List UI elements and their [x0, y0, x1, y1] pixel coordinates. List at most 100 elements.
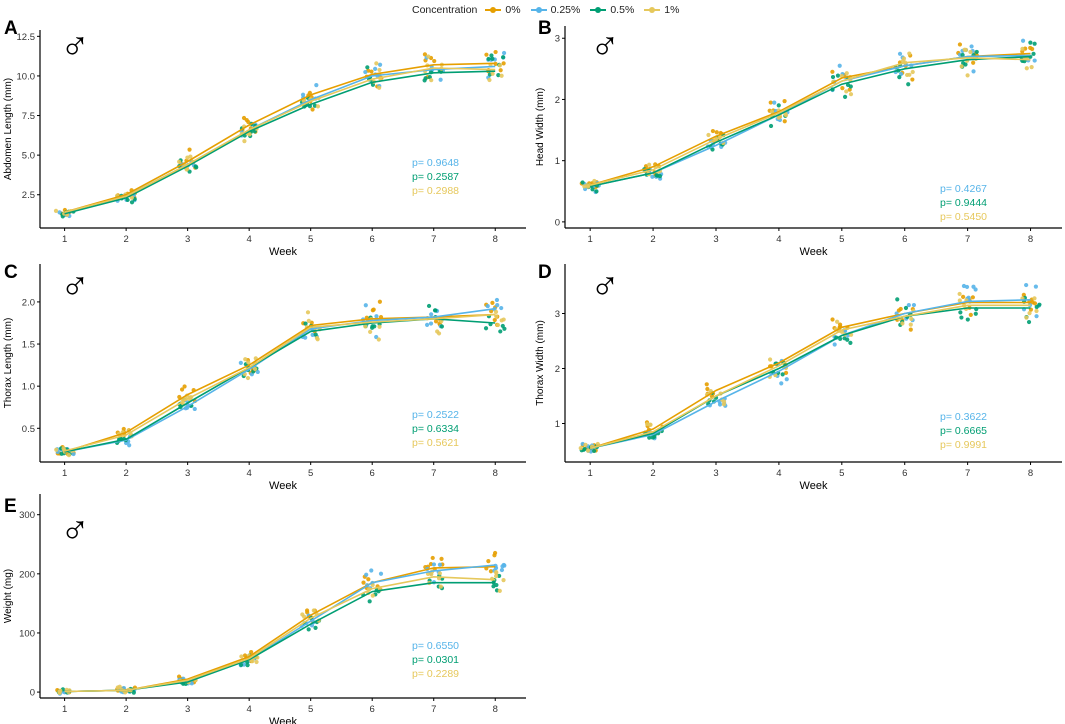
data-point	[844, 71, 849, 76]
y-tick-label: 2.5	[22, 190, 35, 201]
data-point	[71, 451, 76, 457]
data-point	[422, 52, 428, 57]
data-point	[906, 82, 911, 87]
data-point	[645, 421, 650, 427]
y-tick-label: 0	[555, 217, 560, 228]
data-point	[493, 574, 499, 579]
y-tick-label: 2	[555, 364, 560, 375]
data-point	[958, 310, 963, 315]
x-tick-label: 5	[308, 704, 313, 715]
data-point	[1032, 301, 1038, 306]
x-axis-label: Week	[269, 246, 297, 258]
data-point	[57, 210, 62, 215]
data-point	[592, 448, 597, 454]
data-point	[842, 94, 848, 99]
x-tick-label: 7	[965, 468, 970, 479]
data-point	[957, 291, 962, 297]
data-point	[835, 73, 841, 78]
data-point	[830, 317, 835, 322]
data-point	[370, 324, 375, 329]
series-line-1pct	[64, 67, 496, 213]
data-point	[784, 377, 789, 382]
y-tick-label: 10.0	[17, 71, 36, 82]
data-point	[498, 329, 503, 334]
x-tick-label: 3	[713, 468, 718, 479]
data-point	[848, 84, 853, 89]
data-point	[498, 68, 503, 73]
data-point	[306, 627, 311, 632]
data-point	[910, 69, 915, 75]
data-point	[768, 123, 774, 129]
data-point	[311, 608, 316, 613]
data-point	[239, 662, 244, 667]
data-point	[483, 326, 489, 331]
data-point	[492, 317, 497, 323]
data-point	[363, 303, 368, 308]
data-point	[497, 588, 502, 594]
series-line-0pct	[64, 62, 496, 213]
data-point	[361, 580, 366, 585]
panel-letter: D	[538, 262, 552, 283]
data-point	[971, 60, 976, 65]
data-point	[583, 442, 588, 447]
data-point	[429, 78, 434, 83]
data-point	[647, 435, 652, 440]
data-point	[117, 684, 122, 689]
data-point	[706, 132, 711, 138]
data-point	[501, 61, 506, 66]
data-point	[374, 61, 379, 66]
data-point	[422, 78, 427, 83]
data-point	[426, 54, 431, 59]
series-line-0pct	[589, 52, 1031, 186]
data-point	[433, 319, 439, 324]
data-point	[363, 324, 368, 329]
data-point	[1034, 304, 1039, 310]
data-point	[782, 99, 787, 104]
data-point	[499, 305, 504, 311]
x-tick-label: 1	[588, 234, 593, 245]
data-point	[903, 305, 909, 311]
data-point	[194, 165, 199, 170]
data-point	[58, 688, 63, 693]
data-point	[704, 382, 709, 387]
data-point	[906, 302, 911, 308]
data-point	[499, 567, 505, 573]
data-point	[61, 446, 66, 451]
data-point	[66, 453, 72, 458]
x-tick-label: 4	[776, 468, 781, 479]
data-point	[310, 332, 315, 337]
data-point	[432, 308, 438, 313]
data-point	[900, 321, 905, 326]
data-point	[959, 64, 964, 69]
male-symbol: ♂	[590, 23, 620, 67]
x-tick-label: 8	[493, 704, 498, 715]
data-point	[907, 51, 912, 56]
data-point	[897, 51, 903, 56]
p-value-label: p= 0.2289	[412, 668, 459, 680]
x-tick-label: 3	[185, 468, 190, 479]
y-tick-label: 0	[30, 688, 35, 699]
data-point	[908, 322, 913, 327]
x-axis-label: Week	[800, 480, 828, 492]
data-point	[192, 406, 197, 412]
data-point	[377, 67, 382, 73]
data-point	[376, 337, 381, 342]
data-point	[438, 77, 443, 82]
data-point	[657, 173, 663, 179]
data-point	[780, 372, 785, 377]
x-tick-label: 5	[839, 234, 844, 245]
data-point	[437, 571, 442, 576]
data-point	[315, 104, 321, 109]
x-axis-label: Week	[269, 716, 297, 724]
data-point	[369, 568, 374, 573]
x-tick-label: 5	[308, 468, 313, 479]
data-point	[1024, 315, 1029, 320]
data-point	[302, 614, 307, 619]
data-point	[245, 375, 251, 381]
data-point	[971, 69, 976, 74]
data-point	[374, 314, 379, 319]
data-point	[438, 584, 443, 589]
data-point	[121, 426, 126, 432]
data-point	[898, 71, 904, 77]
data-point	[177, 394, 182, 400]
